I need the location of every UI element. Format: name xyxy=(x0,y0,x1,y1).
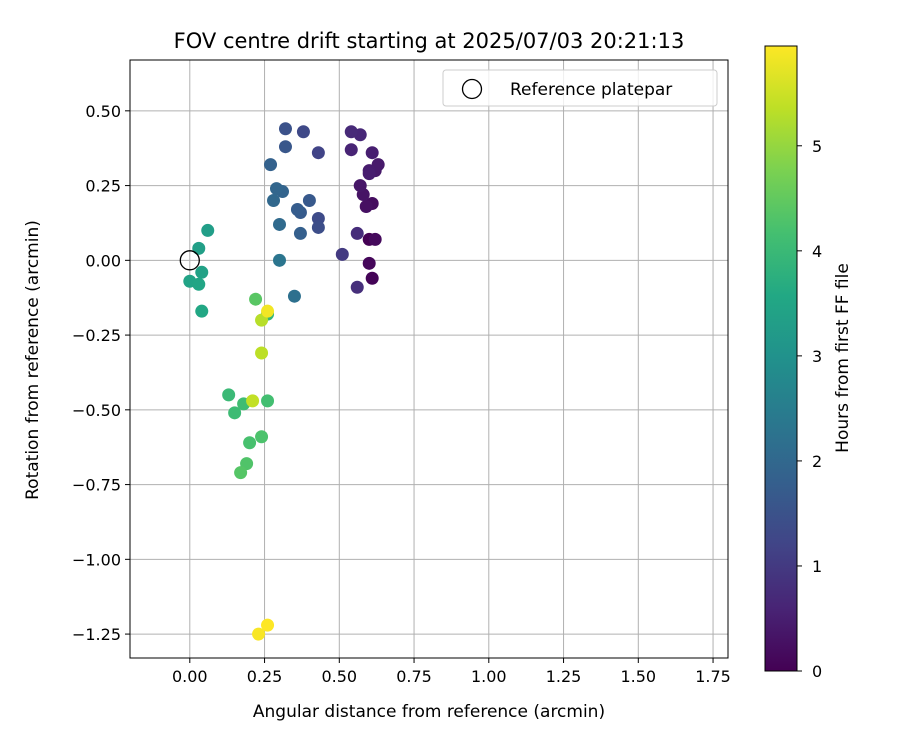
colorbar-gradient xyxy=(764,45,798,672)
data-point xyxy=(365,271,379,285)
x-tick-label: 0.00 xyxy=(172,667,208,686)
data-point xyxy=(290,203,304,216)
data-point xyxy=(335,247,349,261)
x-axis-label: Angular distance from reference (arcmin) xyxy=(253,702,605,722)
x-tick-label: 1.25 xyxy=(546,667,582,686)
y-tick-label: 0.25 xyxy=(85,177,121,196)
data-point xyxy=(311,211,325,225)
data-point xyxy=(365,146,379,160)
data-point xyxy=(296,125,310,139)
data-point xyxy=(362,167,376,181)
legend-box xyxy=(442,69,718,107)
data-point xyxy=(261,304,275,318)
colorbar: 0 1 2 3 4 5 Hours from first FF file xyxy=(764,45,853,681)
x-axis-ticks: 0.00 0.25 0.50 0.75 1.00 1.25 1.50 1.75 xyxy=(172,658,731,686)
y-axis-ticks: 0.50 0.25 0.00 −0.25 −0.50 −0.75 −1.00 −1.25 xyxy=(72,102,130,644)
data-point xyxy=(228,406,242,420)
data-point xyxy=(344,125,358,139)
data-point xyxy=(359,200,373,214)
data-point xyxy=(246,394,260,408)
data-point xyxy=(350,280,364,294)
data-point xyxy=(368,232,382,246)
data-point xyxy=(264,158,278,172)
y-tick-label: 0.00 xyxy=(85,251,121,270)
x-tick-label: 1.00 xyxy=(471,667,507,686)
y-tick-label: 0.50 xyxy=(85,102,121,121)
data-point xyxy=(350,226,364,240)
data-point xyxy=(255,430,269,444)
data-point xyxy=(270,182,284,196)
chart-title: FOV centre drift starting at 2025/07/03 … xyxy=(174,29,685,53)
data-point xyxy=(192,277,206,291)
data-point xyxy=(311,146,325,160)
colorbar-tick-label: 5 xyxy=(812,137,822,156)
data-point xyxy=(249,292,263,306)
x-tick-label: 0.50 xyxy=(321,667,357,686)
legend-reference-marker xyxy=(461,78,483,100)
colorbar-tick-label: 3 xyxy=(812,347,822,366)
y-axis-label: Rotation from reference (arcmin) xyxy=(23,220,43,500)
data-point xyxy=(261,618,275,632)
x-tick-label: 1.75 xyxy=(695,667,731,686)
colorbar-ticks: 0 1 2 3 4 5 xyxy=(797,137,822,681)
y-tick-label: −1.00 xyxy=(72,550,121,569)
data-point xyxy=(192,241,206,255)
data-point xyxy=(273,253,286,267)
data-point xyxy=(234,466,248,480)
colorbar-label: Hours from first FF file xyxy=(833,263,853,453)
data-point xyxy=(255,346,269,360)
data-point xyxy=(278,140,292,154)
y-tick-label: −1.25 xyxy=(72,625,121,644)
data-point xyxy=(278,122,292,136)
y-tick-label: −0.75 xyxy=(72,476,121,495)
data-point xyxy=(243,436,257,450)
reference-platepar-marker xyxy=(179,250,200,271)
data-point xyxy=(344,143,358,157)
plot-frame xyxy=(129,59,729,659)
reference-marker-layer xyxy=(179,250,200,271)
data-point xyxy=(195,304,209,318)
legend: Reference platepar xyxy=(442,69,718,107)
data-point xyxy=(353,179,367,193)
data-point xyxy=(293,226,307,240)
data-point xyxy=(362,256,376,270)
data-point xyxy=(287,289,301,303)
x-tick-label: 0.75 xyxy=(396,667,432,686)
data-point xyxy=(195,265,209,279)
data-point xyxy=(201,223,215,237)
colorbar-tick-label: 1 xyxy=(812,557,822,576)
data-point xyxy=(267,194,281,208)
scatter-points xyxy=(183,122,385,641)
y-tick-label: −0.50 xyxy=(72,401,121,420)
data-point xyxy=(302,194,316,208)
grid xyxy=(130,60,728,658)
colorbar-tick-label: 4 xyxy=(812,242,822,261)
colorbar-tick-label: 0 xyxy=(812,662,822,681)
data-point xyxy=(222,388,236,402)
data-point xyxy=(311,220,325,234)
colorbar-tick-label: 2 xyxy=(812,452,822,471)
legend-entry-reference-platepar: Reference platepar xyxy=(510,80,672,100)
data-point xyxy=(261,394,275,408)
data-point xyxy=(273,217,286,231)
y-tick-label: −0.25 xyxy=(72,326,121,345)
x-tick-label: 0.25 xyxy=(247,667,283,686)
data-point xyxy=(252,627,266,641)
x-tick-label: 1.50 xyxy=(620,667,656,686)
